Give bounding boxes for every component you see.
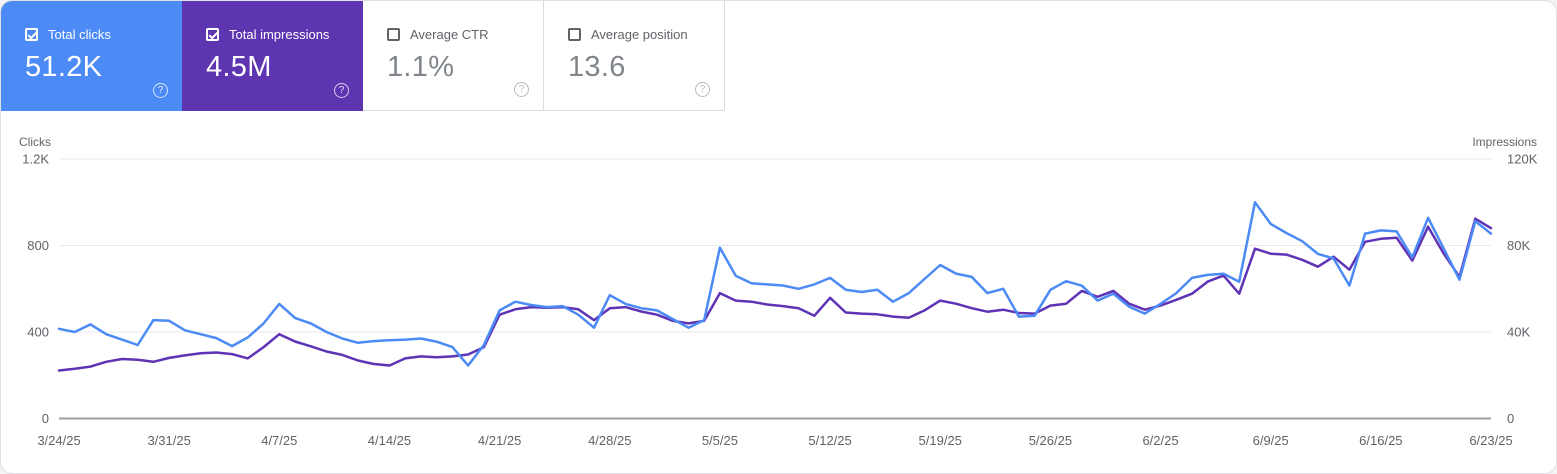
total-clicks-label: Total clicks <box>48 27 111 42</box>
x-axis-tick-label: 3/24/25 <box>37 433 80 448</box>
card-total-impressions[interactable]: Total impressions 4.5M <box>182 1 363 111</box>
total-impressions-value: 4.5M <box>206 51 272 83</box>
x-axis-tick-label: 4/14/25 <box>368 433 411 448</box>
average-ctr-value: 1.1% <box>387 51 455 83</box>
x-axis-tick-label: 4/7/25 <box>261 433 297 448</box>
x-axis-tick-label: 5/26/25 <box>1029 433 1072 448</box>
x-axis-tick-label: 6/2/25 <box>1142 433 1178 448</box>
average-ctr-label: Average CTR <box>410 27 489 42</box>
left-axis-tick-label: 800 <box>27 238 49 253</box>
right-axis-tick-label: 0 <box>1507 411 1514 426</box>
x-axis-tick-label: 5/5/25 <box>702 433 738 448</box>
total-impressions-checkbox-icon[interactable] <box>206 28 219 41</box>
left-axis-tick-label: 1.2K <box>22 152 49 167</box>
right-axis-title: Impressions <box>1472 135 1537 149</box>
total-clicks-line <box>57 201 1493 367</box>
total-clicks-checkbox-icon[interactable] <box>25 28 38 41</box>
x-axis-tick-label: 6/23/25 <box>1469 433 1512 448</box>
x-axis-tick-label: 4/28/25 <box>588 433 631 448</box>
left-axis-tick-label: 0 <box>42 411 49 426</box>
card-average-position[interactable]: Average position 13.6 <box>544 1 725 111</box>
help-icon[interactable] <box>334 83 349 98</box>
x-axis-tick-label: 6/9/25 <box>1253 433 1289 448</box>
right-axis-tick-label: 120K <box>1507 152 1538 167</box>
card-total-impressions-head: Total impressions <box>206 27 329 42</box>
x-axis-tick-label: 6/16/25 <box>1359 433 1402 448</box>
average-position-checkbox-icon[interactable] <box>568 28 581 41</box>
left-axis-tick-label: 400 <box>27 325 49 340</box>
x-axis-tick-label: 5/12/25 <box>808 433 851 448</box>
card-average-ctr-head: Average CTR <box>387 27 489 42</box>
x-axis-tick-label: 5/19/25 <box>919 433 962 448</box>
average-ctr-checkbox-icon[interactable] <box>387 28 400 41</box>
card-total-clicks[interactable]: Total clicks 51.2K <box>1 1 182 111</box>
metric-cards: Total clicks 51.2K Total impressions 4.5… <box>1 1 725 111</box>
right-axis-tick-label: 80K <box>1507 238 1530 253</box>
card-average-ctr[interactable]: Average CTR 1.1% <box>363 1 544 111</box>
card-average-position-head: Average position <box>568 27 688 42</box>
help-icon[interactable] <box>153 83 168 98</box>
left-axis-title: Clicks <box>19 135 51 149</box>
right-axis-tick-label: 40K <box>1507 325 1530 340</box>
x-axis-tick-label: 3/31/25 <box>147 433 190 448</box>
total-clicks-value: 51.2K <box>25 51 103 83</box>
total-impressions-line <box>57 217 1493 372</box>
average-position-label: Average position <box>591 27 688 42</box>
total-impressions-label: Total impressions <box>229 27 330 42</box>
average-position-value: 13.6 <box>568 51 626 83</box>
help-icon[interactable] <box>695 82 710 97</box>
card-total-clicks-head: Total clicks <box>25 27 111 42</box>
x-axis-tick-label: 4/21/25 <box>478 433 521 448</box>
help-icon[interactable] <box>514 82 529 97</box>
